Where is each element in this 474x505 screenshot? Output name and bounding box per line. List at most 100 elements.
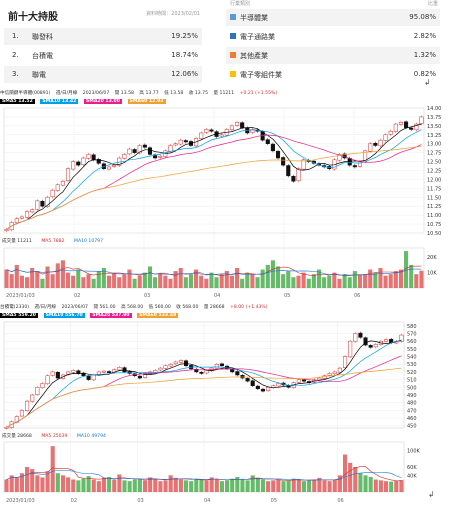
- price-tick-label: 560: [407, 339, 417, 345]
- volume-bar: [188, 274, 193, 288]
- volume-bar: [163, 480, 168, 492]
- candle-body: [384, 339, 389, 342]
- candle-body: [404, 121, 409, 128]
- candle-body: [347, 158, 352, 166]
- volume-bar: [276, 479, 281, 492]
- volume-bar: [270, 260, 275, 288]
- volume-bar: [9, 274, 14, 288]
- volume-bar: [327, 275, 332, 288]
- quote-bar: 中信關鍵半導體(00891) 週/日/月線 2023/06/07 開 13.58…: [0, 90, 281, 99]
- ma-line-5: [6, 123, 422, 230]
- volume-bar: [55, 263, 60, 288]
- top-holdings-panel: 前十大持股 資料時間：2023/02/01 1. 聯發科 19.25% 2. 台…: [0, 0, 206, 90]
- price-tick-label: 13.00: [427, 142, 441, 148]
- volume-bar: [363, 274, 368, 288]
- volume-bar: [153, 479, 158, 492]
- candle-body: [327, 373, 332, 376]
- candle-body: [348, 340, 353, 358]
- volume-bar: [117, 277, 122, 288]
- volume-bar: [153, 277, 158, 288]
- holding-name: 台積電: [32, 52, 53, 60]
- quote-low: 低 560.00: [148, 305, 171, 310]
- volume-bar: [148, 477, 153, 492]
- volume-bar: [91, 479, 96, 492]
- x-tick-label: 06: [337, 498, 343, 504]
- volume-bar: [142, 480, 148, 492]
- candle-body: [40, 200, 45, 207]
- volume-bar: [235, 477, 240, 492]
- volume-bar: [194, 478, 199, 492]
- freq-selector[interactable]: 週/日/月線: [34, 305, 57, 310]
- candle-body: [240, 122, 245, 128]
- volume-bar: [209, 272, 214, 288]
- ma-legend-item: SMA60 12.92: [127, 99, 166, 104]
- candle-body: [291, 175, 296, 182]
- volume-bar: [86, 476, 91, 492]
- candle-body: [91, 374, 96, 381]
- sector-row: 其他產業 1.32%: [226, 47, 440, 64]
- volume-bar: [398, 269, 403, 288]
- holding-rank: 3.: [12, 70, 19, 78]
- candle-body: [209, 129, 214, 132]
- volume-bar: [209, 477, 214, 492]
- candle-body: [127, 148, 132, 155]
- volume-bar: [332, 479, 337, 492]
- price-tick-label: 530: [407, 362, 417, 368]
- candle-body: [76, 161, 81, 166]
- candle-body: [173, 361, 178, 365]
- candle-body: [260, 388, 266, 392]
- sector-pct: 0.82%: [413, 70, 436, 78]
- volume-bar: [107, 477, 112, 492]
- volume-bar: [224, 271, 229, 288]
- volume-bar: [117, 474, 122, 492]
- volume-bar: [168, 278, 173, 288]
- volume-bar: [76, 269, 81, 288]
- holding-rank: 1.: [12, 32, 19, 40]
- candle-body: [357, 161, 363, 167]
- volume-bar: [199, 275, 204, 288]
- volume-bar: [230, 478, 235, 492]
- volume-bar: [81, 277, 86, 288]
- candle-body: [50, 371, 55, 376]
- candle-body: [399, 334, 404, 342]
- volume-bar: [332, 272, 337, 288]
- candle-body: [219, 134, 224, 137]
- candle-body: [296, 168, 301, 181]
- volume-bar: [255, 277, 260, 288]
- sector-swatch: [230, 52, 236, 58]
- volume-bar: [342, 274, 347, 288]
- volume-bar: [394, 480, 399, 492]
- price-tick-label: 10.75: [427, 222, 441, 228]
- volume-bar: [30, 268, 35, 288]
- candle-body: [204, 370, 209, 374]
- candle-body: [45, 375, 50, 385]
- holdings-date: 資料時間：2023/02/01: [146, 11, 200, 17]
- candle-body: [4, 426, 9, 429]
- price-tick-label: 540: [407, 355, 417, 361]
- volume-tick-label: 100K: [407, 448, 421, 454]
- volume-bar: [337, 475, 342, 492]
- candle-body: [55, 184, 60, 191]
- sector-header-weight: 比重: [427, 1, 438, 7]
- candle-body: [147, 147, 153, 155]
- volume-bar: [14, 477, 19, 492]
- candle-body: [122, 367, 127, 373]
- candle-body: [71, 161, 76, 170]
- price-tick-label: 520: [407, 370, 417, 376]
- candle-body: [86, 154, 91, 159]
- candle-body: [337, 154, 342, 161]
- candle-body: [168, 363, 173, 367]
- candle-body: [60, 180, 65, 186]
- volume-bar: [240, 278, 245, 288]
- volume-bar: [158, 274, 163, 288]
- volume-bar: [189, 481, 194, 492]
- volume-bar: [71, 275, 76, 288]
- freq-selector[interactable]: 週/日/月線: [55, 91, 78, 96]
- candle-body: [14, 218, 19, 223]
- volume-bar: [373, 479, 378, 492]
- volume-bar: [363, 475, 368, 492]
- volume-bar: [286, 480, 291, 492]
- chart-title: 中信關鍵半導體(00891): [0, 91, 51, 96]
- candle-body: [358, 332, 363, 338]
- holding-name: 聯電: [32, 71, 46, 79]
